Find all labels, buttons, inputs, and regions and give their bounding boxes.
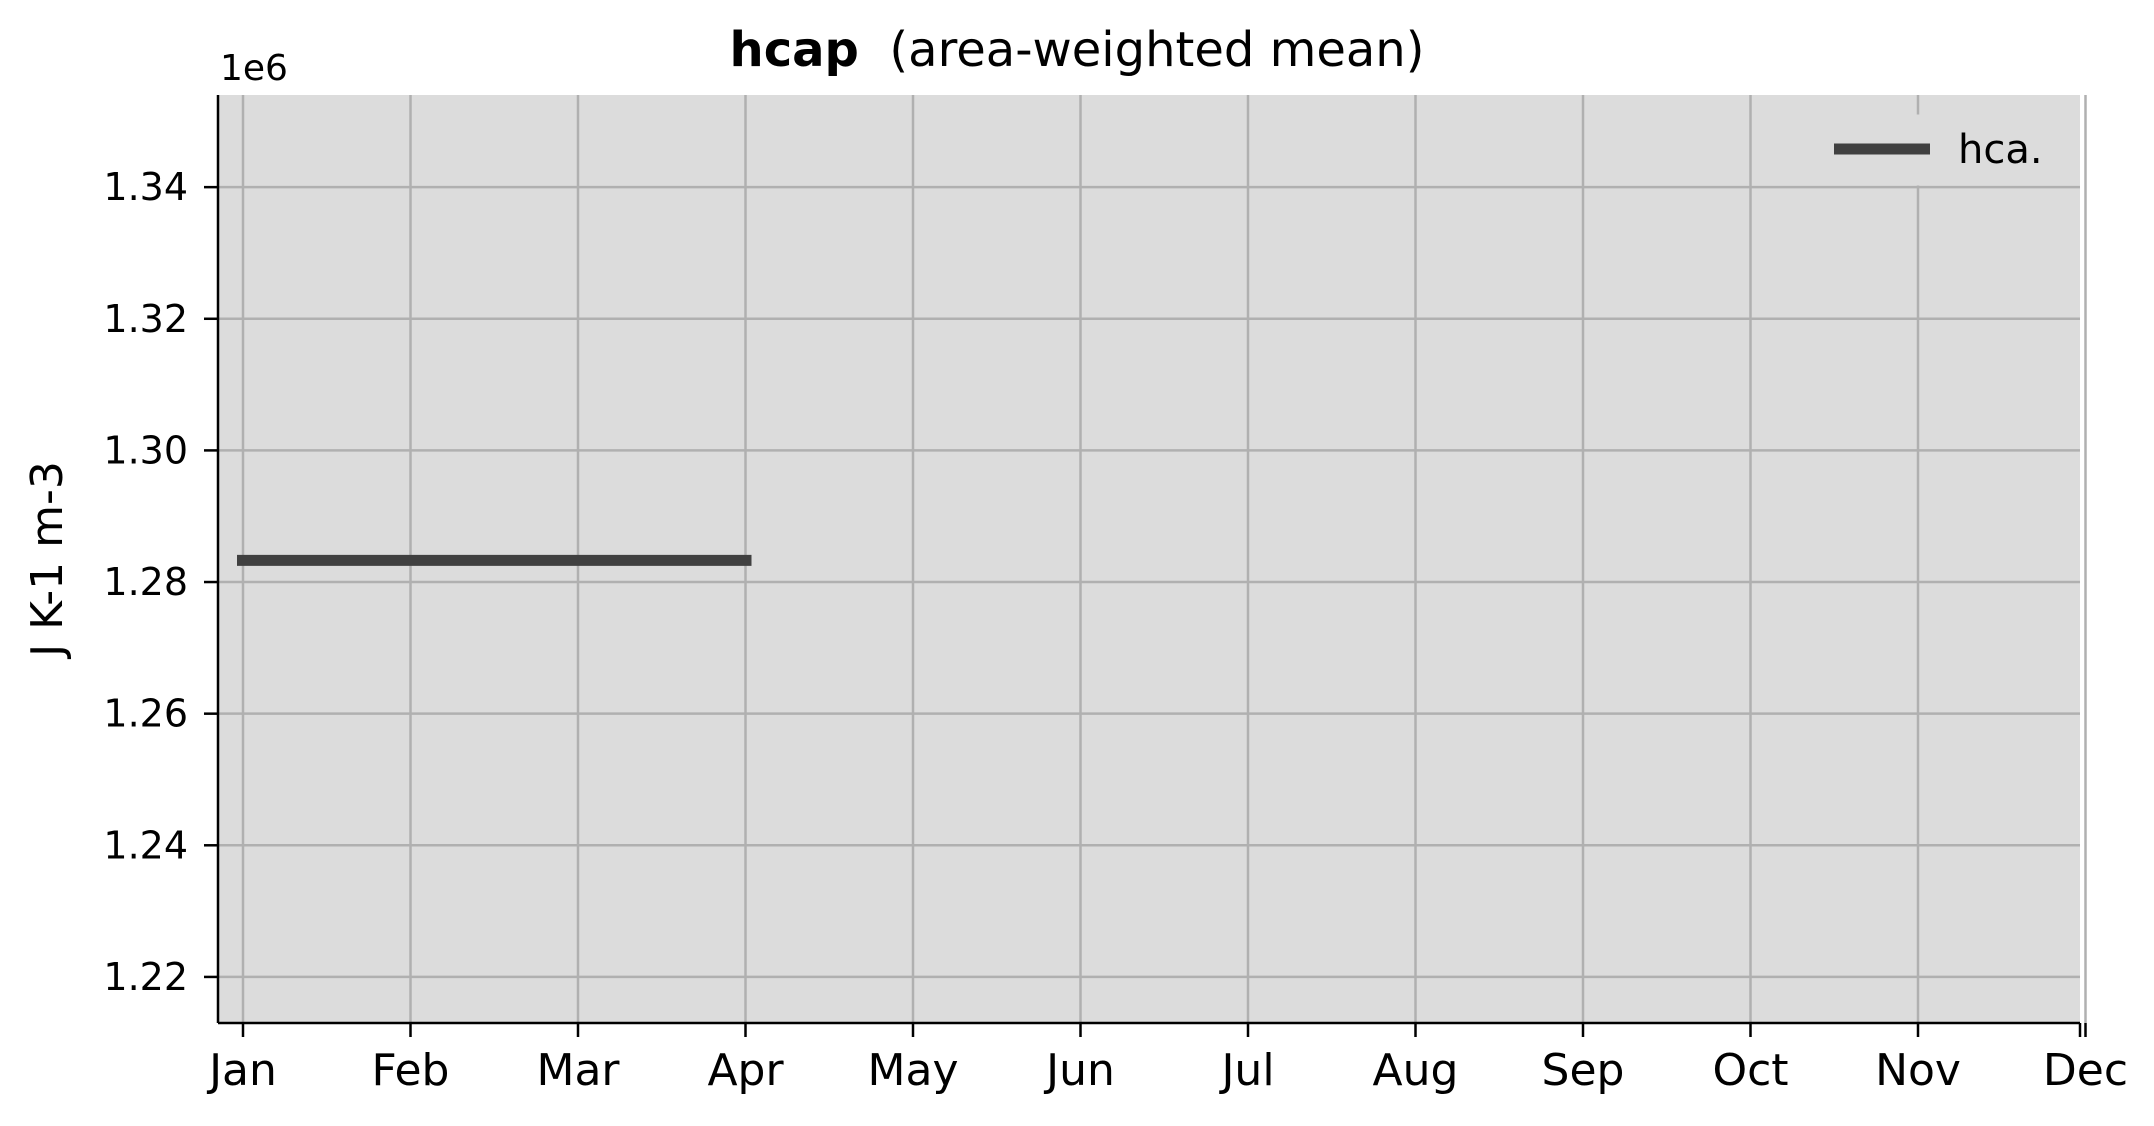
x-tick-label: Feb: [372, 1045, 450, 1096]
x-tick-label: Jul: [1218, 1045, 1274, 1096]
x-tick-label: Jun: [1043, 1045, 1115, 1096]
y-axis-label: J K-1 m-3: [22, 461, 73, 660]
legend-label: hca.: [1958, 127, 2043, 173]
y-tick-label: 1.30: [103, 428, 188, 472]
tick-marks: [204, 185, 2087, 1037]
y-offset-label: 1e6: [220, 48, 288, 89]
y-tick-label: 1.24: [103, 823, 188, 867]
y-tick-label: 1.22: [103, 955, 188, 999]
x-tick-label: Nov: [1875, 1045, 1961, 1096]
x-tick-label: Apr: [707, 1045, 784, 1096]
y-tick-label: 1.32: [103, 297, 188, 341]
y-tick-label: 1.34: [103, 165, 188, 209]
x-tick-label: Oct: [1712, 1045, 1788, 1096]
y-tick-label: 1.28: [103, 560, 188, 604]
x-tick-label: Aug: [1373, 1045, 1459, 1096]
x-tick-label: Dec: [2043, 1045, 2128, 1096]
y-tick-label: 1.26: [103, 692, 188, 736]
x-tick-label: May: [868, 1045, 959, 1096]
x-tick-label: Sep: [1542, 1045, 1625, 1096]
chart-title: hcap (area-weighted mean): [0, 22, 2154, 78]
x-tick-label: Mar: [536, 1045, 620, 1096]
chart-title-main: hcap: [729, 22, 859, 78]
tick-labels: Jan Feb Mar Apr May Jun Jul Aug Sep Oct Nov Dec 1.22…: [103, 165, 2128, 1096]
chart-subtitle: (area-weighted mean): [889, 22, 1425, 78]
axes: [216, 95, 2080, 1025]
x-tick-label: Jan: [206, 1045, 277, 1096]
legend: hca.: [1819, 114, 2061, 186]
